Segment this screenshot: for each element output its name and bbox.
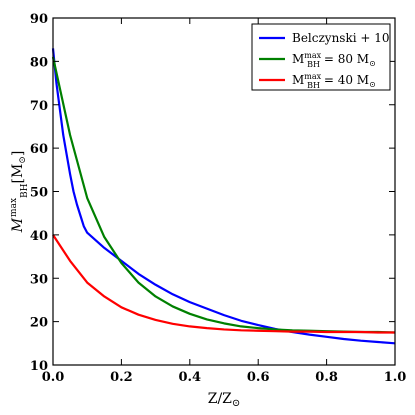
legend-label-80: Mmax BH = 80 M⊙ bbox=[292, 51, 376, 69]
series-line-1 bbox=[51, 56, 396, 334]
y-tick-label: 20 bbox=[30, 316, 48, 331]
y-axis-label: MmaxBH[M⊙] bbox=[9, 151, 30, 234]
y-tick-label: 60 bbox=[30, 142, 48, 157]
legend-label-40: Mmax BH = 40 M⊙ bbox=[292, 72, 376, 90]
y-tick-label: 80 bbox=[30, 55, 48, 70]
x-tick-label: 0.2 bbox=[110, 370, 133, 385]
x-tick-label: 0.4 bbox=[178, 370, 201, 385]
y-tick-label: 30 bbox=[30, 272, 48, 287]
legend-label-belczynski: Belczynski + 10 bbox=[292, 31, 390, 45]
y-tick-label: 10 bbox=[30, 359, 48, 374]
x-tick-label: 0.0 bbox=[42, 370, 65, 385]
series-line-2 bbox=[52, 234, 395, 334]
series-layer bbox=[51, 48, 396, 345]
x-tick-label: 0.8 bbox=[315, 370, 338, 385]
x-tick-label: 0.6 bbox=[247, 370, 270, 385]
x-tick-label: 1.0 bbox=[384, 370, 407, 385]
legend: Belczynski + 10 Mmax BH = 80 M⊙ Mmax BH = … bbox=[251, 23, 391, 91]
y-tick-label: 90 bbox=[30, 12, 48, 27]
y-tick-label: 70 bbox=[30, 99, 48, 114]
y-tick-label: 40 bbox=[30, 229, 48, 244]
y-tick-label: 50 bbox=[30, 186, 48, 201]
series-line-0 bbox=[51, 48, 396, 345]
ticks-layer: 0.0 0.2 0.4 0.6 0.8 1.0 10 20 30 40 50 60 70 80 90 bbox=[30, 12, 406, 385]
x-axis-label: Z/Z⊙ bbox=[208, 391, 241, 409]
